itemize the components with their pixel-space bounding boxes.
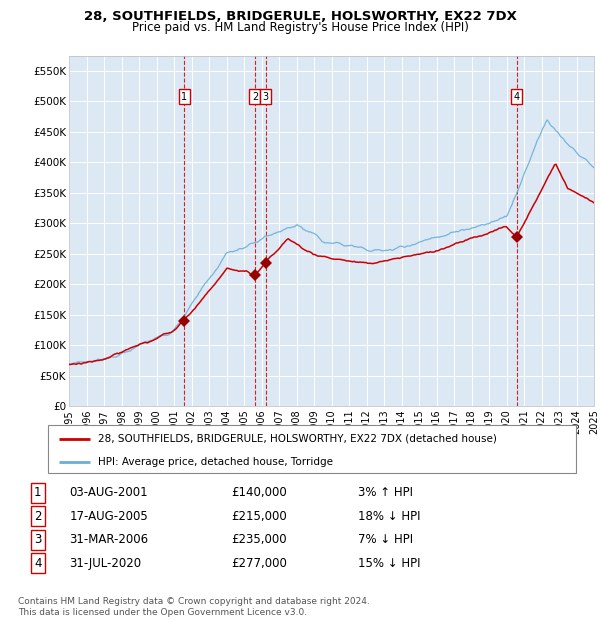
Text: 3% ↑ HPI: 3% ↑ HPI	[358, 486, 413, 499]
Text: HPI: Average price, detached house, Torridge: HPI: Average price, detached house, Torr…	[98, 456, 333, 467]
Text: 2: 2	[252, 92, 258, 102]
Text: 2: 2	[34, 510, 41, 523]
Text: 31-JUL-2020: 31-JUL-2020	[70, 557, 142, 570]
Text: 28, SOUTHFIELDS, BRIDGERULE, HOLSWORTHY, EX22 7DX: 28, SOUTHFIELDS, BRIDGERULE, HOLSWORTHY,…	[83, 10, 517, 23]
Text: 7% ↓ HPI: 7% ↓ HPI	[358, 533, 413, 546]
Text: 03-AUG-2001: 03-AUG-2001	[70, 486, 148, 499]
Text: 1: 1	[181, 92, 187, 102]
Text: Price paid vs. HM Land Registry's House Price Index (HPI): Price paid vs. HM Land Registry's House …	[131, 21, 469, 34]
Text: 18% ↓ HPI: 18% ↓ HPI	[358, 510, 420, 523]
Text: 4: 4	[34, 557, 41, 570]
Text: 1: 1	[34, 486, 41, 499]
Text: 4: 4	[514, 92, 520, 102]
Text: 3: 3	[263, 92, 269, 102]
Text: £140,000: £140,000	[231, 486, 287, 499]
FancyBboxPatch shape	[48, 425, 576, 473]
Text: £235,000: £235,000	[231, 533, 287, 546]
Text: 31-MAR-2006: 31-MAR-2006	[70, 533, 149, 546]
Text: £277,000: £277,000	[231, 557, 287, 570]
Text: 3: 3	[34, 533, 41, 546]
Text: 15% ↓ HPI: 15% ↓ HPI	[358, 557, 420, 570]
Text: 17-AUG-2005: 17-AUG-2005	[70, 510, 148, 523]
Text: Contains HM Land Registry data © Crown copyright and database right 2024.
This d: Contains HM Land Registry data © Crown c…	[18, 598, 370, 617]
Text: £215,000: £215,000	[231, 510, 287, 523]
Text: 28, SOUTHFIELDS, BRIDGERULE, HOLSWORTHY, EX22 7DX (detached house): 28, SOUTHFIELDS, BRIDGERULE, HOLSWORTHY,…	[98, 433, 497, 444]
